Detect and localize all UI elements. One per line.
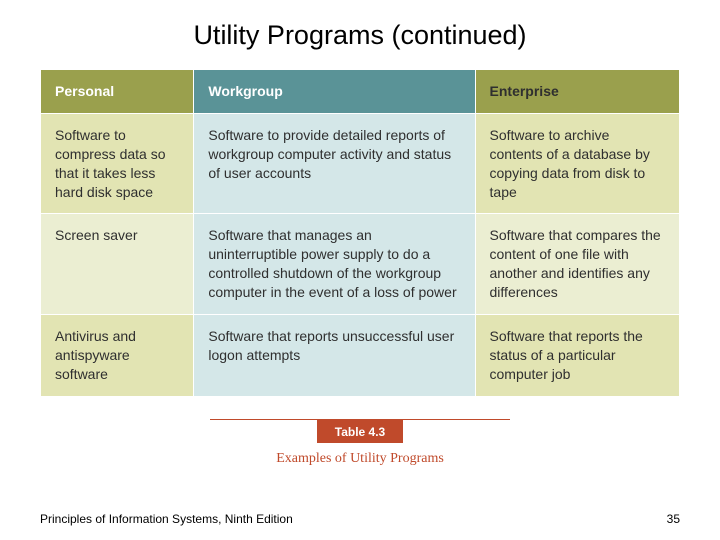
footer-page-number: 35 [667,512,680,526]
cell-enterprise: Software to archive contents of a databa… [475,113,679,214]
cell-workgroup: Software that manages an uninterruptible… [194,214,475,315]
table-header-row: Personal Workgroup Enterprise [41,70,680,114]
footer-source: Principles of Information Systems, Ninth… [40,512,293,526]
slide-footer: Principles of Information Systems, Ninth… [0,512,720,526]
cell-workgroup: Software that reports unsuccessful user … [194,315,475,397]
table-caption: Table 4.3 Examples of Utility Programs [40,419,680,467]
utility-table-container: Personal Workgroup Enterprise Software t… [40,69,680,467]
header-workgroup: Workgroup [194,70,475,114]
slide-title: Utility Programs (continued) [0,0,720,69]
utility-table: Personal Workgroup Enterprise Software t… [40,69,680,397]
table-row: Software to compress data so that it tak… [41,113,680,214]
cell-personal: Antivirus and antispyware software [41,315,194,397]
cell-workgroup: Software to provide detailed reports of … [194,113,475,214]
cell-personal: Screen saver [41,214,194,315]
header-enterprise: Enterprise [475,70,679,114]
caption-badge: Table 4.3 [317,420,403,443]
table-row: Screen saver Software that manages an un… [41,214,680,315]
cell-personal: Software to compress data so that it tak… [41,113,194,214]
cell-enterprise: Software that compares the content of on… [475,214,679,315]
table-row: Antivirus and antispyware software Softw… [41,315,680,397]
caption-text: Examples of Utility Programs [40,451,680,467]
header-personal: Personal [41,70,194,114]
cell-enterprise: Software that reports the status of a pa… [475,315,679,397]
